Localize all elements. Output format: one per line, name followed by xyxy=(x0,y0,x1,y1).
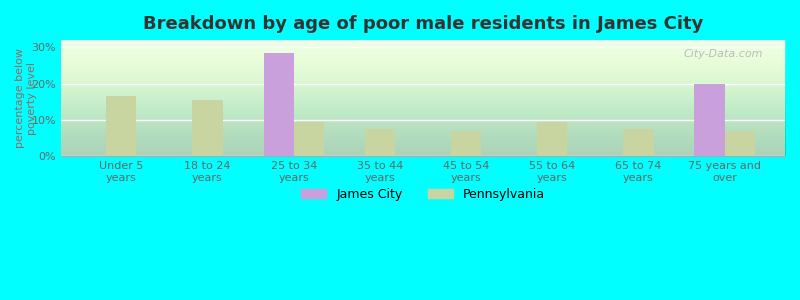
Y-axis label: percentage below
poverty level: percentage below poverty level xyxy=(15,48,37,148)
Bar xyxy=(263,53,294,156)
Bar xyxy=(623,129,654,156)
Bar xyxy=(106,96,136,156)
Bar xyxy=(451,131,481,156)
Text: City-Data.com: City-Data.com xyxy=(684,50,763,59)
Bar xyxy=(725,131,755,156)
Bar xyxy=(537,122,567,156)
Legend: James City, Pennsylvania: James City, Pennsylvania xyxy=(296,183,550,206)
Bar xyxy=(193,100,222,156)
Bar xyxy=(365,129,395,156)
Bar xyxy=(294,122,324,156)
Title: Breakdown by age of poor male residents in James City: Breakdown by age of poor male residents … xyxy=(142,15,703,33)
Bar xyxy=(694,84,725,156)
